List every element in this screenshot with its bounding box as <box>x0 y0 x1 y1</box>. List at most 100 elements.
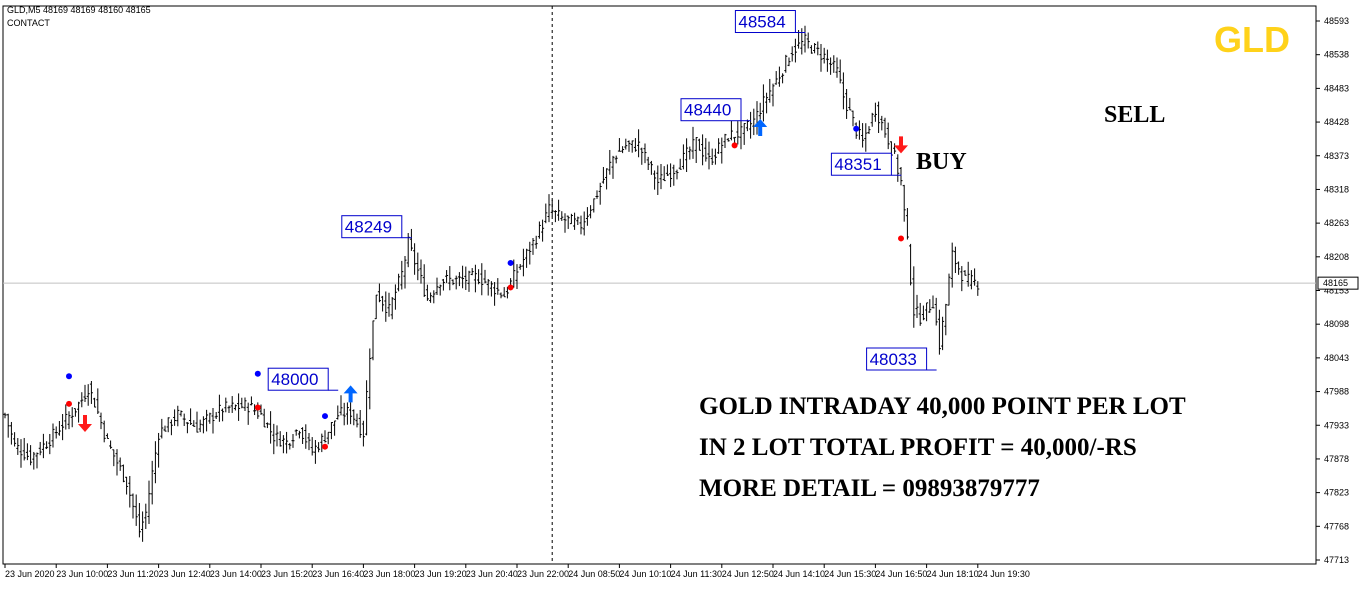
ohlc-bar <box>665 164 669 176</box>
ohlc-bar <box>729 118 733 141</box>
time-tick-label: 23 Jun 19:20 <box>415 569 467 579</box>
sell-arrow-icon <box>78 415 92 433</box>
ohlc-bar <box>614 155 618 164</box>
ohlc-bar <box>669 163 673 188</box>
ohlc-bar <box>269 411 273 444</box>
profit-note-line-2: IN 2 LOT TOTAL PROFIT = 40,000/-RS <box>699 434 1137 461</box>
buy-annotation: BUY <box>916 149 967 175</box>
ohlc-bar <box>470 268 474 276</box>
ohlc-bar <box>925 302 929 322</box>
ohlc-bar <box>461 265 465 289</box>
ohlc-bar <box>697 138 701 151</box>
ohlc-bar <box>595 190 599 199</box>
ohlc-bar <box>832 55 836 73</box>
ohlc-bar <box>355 413 359 428</box>
ohlc-bar <box>675 169 679 180</box>
ohlc-bar <box>173 409 177 426</box>
ohlc-bar <box>185 422 189 434</box>
ohlc-bar <box>141 511 145 542</box>
price-level-label: 48440 <box>680 98 751 122</box>
ohlc-bar <box>301 427 305 444</box>
ohlc-bar <box>345 402 349 425</box>
ohlc-bar <box>25 443 29 461</box>
price-level-text: 48033 <box>870 350 917 369</box>
ohlc-bar <box>477 269 481 285</box>
ohlc-bar <box>771 83 775 107</box>
ohlc-bar <box>608 149 612 175</box>
ohlc-bar <box>518 263 522 270</box>
ohlc-bar <box>617 138 621 152</box>
ohlc-bar <box>592 198 596 213</box>
ohlc-bar <box>838 59 842 84</box>
ohlc-bar <box>787 57 791 67</box>
profit-note-line-1: GOLD INTRADAY 40,000 POINT PER LOT <box>699 393 1186 420</box>
ohlc-bar <box>809 45 813 54</box>
price-level-label: 48249 <box>341 215 412 239</box>
signal-dot <box>254 404 261 411</box>
ohlc-bar <box>441 278 445 291</box>
price-level-label: 48033 <box>866 347 937 371</box>
ohlc-bar <box>806 32 810 49</box>
signal-dot <box>507 259 514 266</box>
current-price-tag: 48165 <box>1317 276 1359 290</box>
current-price-text: 48165 <box>1323 278 1348 288</box>
ohlc-bar <box>454 275 458 290</box>
ohlc-bar <box>205 409 209 432</box>
ohlc-bar <box>707 141 711 170</box>
ohlc-bar <box>848 97 852 111</box>
time-tick-label: 24 Jun 16:50 <box>875 569 927 579</box>
ohlc-bar <box>569 213 573 225</box>
ohlc-bar <box>777 66 781 87</box>
ohlc-bar <box>32 451 36 470</box>
ohlc-bar <box>198 419 202 433</box>
price-tick-label: 48428 <box>1324 117 1349 127</box>
price-tick-label: 48593 <box>1324 16 1349 26</box>
signal-dot <box>898 235 904 242</box>
ohlc-bar <box>259 404 263 415</box>
time-tick-label: 23 Jun 10:00 <box>56 569 108 579</box>
plot-frame <box>2 5 1317 565</box>
ohlc-bar <box>758 102 762 120</box>
ohlc-bar <box>371 320 375 361</box>
time-axis[interactable]: 23 Jun 2020 23 Jun 10:00 23 Jun 11:20 23 Ju… <box>4 564 1030 579</box>
ohlc-bar <box>419 259 423 284</box>
time-tick-label: 24 Jun 11:30 <box>671 569 722 579</box>
ohlc-bar <box>51 423 55 448</box>
time-tick-label: 23 Jun 11:20 <box>107 569 158 579</box>
time-tick-label: 24 Jun 19:30 <box>978 569 1030 579</box>
ohlc-bar <box>182 413 186 426</box>
ohlc-bar <box>80 392 84 408</box>
ohlc-bar <box>877 101 881 134</box>
ohlc-bar <box>547 194 551 223</box>
sell-annotation: SELL <box>1104 102 1165 128</box>
signal-dot <box>507 284 514 291</box>
ohlc-bar <box>861 123 865 148</box>
time-tick-label: 23 Jun 14:00 <box>210 569 262 579</box>
ohlc-bar <box>265 422 269 429</box>
price-tick-label: 47933 <box>1324 420 1349 430</box>
ohlc-bar <box>627 140 631 152</box>
ohlc-bar <box>467 270 471 292</box>
ohlc-bar <box>931 295 935 309</box>
ohlc-bar <box>275 425 279 447</box>
price-axis[interactable]: 48593 48538 48483 48428 48373 48318 48263 48208… <box>1316 16 1359 565</box>
ohlc-bar <box>349 402 353 425</box>
ohlc-bar <box>659 163 663 190</box>
symbol-watermark: GLD <box>1214 19 1290 60</box>
time-tick-label: 24 Jun 15:30 <box>824 569 876 579</box>
ohlc-bar <box>397 273 401 292</box>
time-tick-label: 24 Jun 10:10 <box>619 569 671 579</box>
ohlc-bar <box>803 25 807 53</box>
ohlc-bar <box>451 279 455 286</box>
ohlc-bar <box>400 260 404 290</box>
price-tick-label: 48483 <box>1324 83 1349 93</box>
ohlc-bar <box>752 108 756 136</box>
ohlc-bar <box>960 266 964 292</box>
time-tick-label: 23 Jun 2020 <box>5 569 55 579</box>
ohlc-bar <box>99 412 103 430</box>
price-tick-label: 48153 <box>1324 286 1349 296</box>
ohlc-bar <box>976 281 980 296</box>
ohlc-bar <box>64 404 68 430</box>
